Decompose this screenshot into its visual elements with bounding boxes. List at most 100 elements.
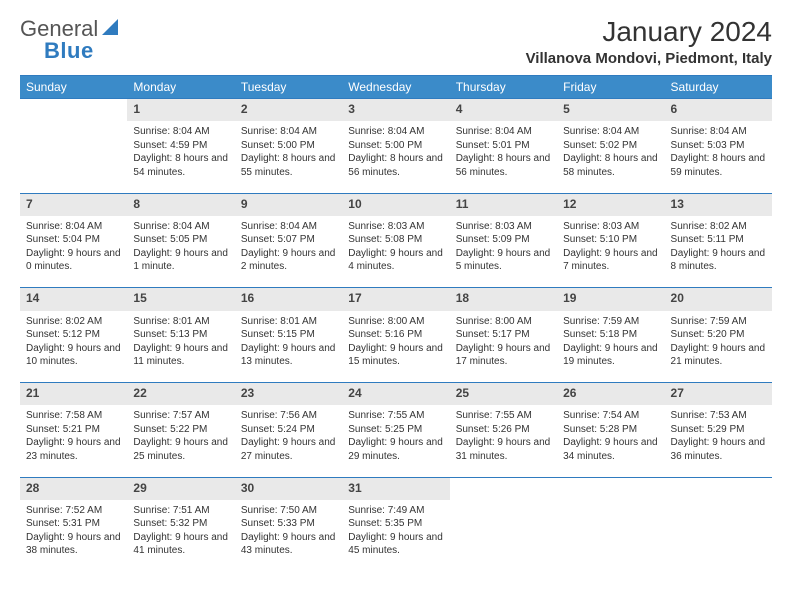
day-content-cell: Sunrise: 8:03 AMSunset: 5:09 PMDaylight:…	[450, 216, 557, 288]
day-number-cell: 6	[665, 99, 772, 122]
day-number-cell: 10	[342, 193, 449, 216]
day-number-cell: 9	[235, 193, 342, 216]
week-daynum-row: 21222324252627	[20, 383, 772, 406]
sunrise-line: Sunrise: 7:59 AM	[671, 315, 766, 329]
day-content-cell: Sunrise: 8:03 AMSunset: 5:10 PMDaylight:…	[557, 216, 664, 288]
logo-text-blue: Blue	[44, 38, 94, 64]
day-number: 31	[348, 480, 443, 496]
sunset-line: Sunset: 5:00 PM	[348, 139, 443, 153]
day-content-cell: Sunrise: 7:51 AMSunset: 5:32 PMDaylight:…	[127, 500, 234, 572]
day-content-cell: Sunrise: 7:59 AMSunset: 5:18 PMDaylight:…	[557, 311, 664, 383]
sunrise-line: Sunrise: 7:56 AM	[241, 409, 336, 423]
day-number: 30	[241, 480, 336, 496]
day-number: 20	[671, 290, 766, 306]
sunrise-line: Sunrise: 8:04 AM	[563, 125, 658, 139]
sunset-line: Sunset: 5:21 PM	[26, 423, 121, 437]
day-number: 29	[133, 480, 228, 496]
location: Villanova Mondovi, Piedmont, Italy	[526, 50, 772, 67]
day-header: Tuesday	[235, 76, 342, 99]
day-number-cell: 29	[127, 477, 234, 500]
sunrise-line: Sunrise: 8:04 AM	[133, 220, 228, 234]
sunset-line: Sunset: 5:02 PM	[563, 139, 658, 153]
day-number: 17	[348, 290, 443, 306]
day-number-cell: 26	[557, 383, 664, 406]
daylight-line: Daylight: 9 hours and 8 minutes.	[671, 247, 766, 274]
day-number-cell: 28	[20, 477, 127, 500]
daylight-line: Daylight: 9 hours and 17 minutes.	[456, 342, 551, 369]
sunrise-line: Sunrise: 8:04 AM	[26, 220, 121, 234]
sunrise-line: Sunrise: 8:04 AM	[348, 125, 443, 139]
day-number-cell: 27	[665, 383, 772, 406]
daylight-line: Daylight: 9 hours and 25 minutes.	[133, 436, 228, 463]
day-number: 7	[26, 196, 121, 212]
month-title: January 2024	[526, 16, 772, 48]
daylight-line: Daylight: 9 hours and 43 minutes.	[241, 531, 336, 558]
daylight-line: Daylight: 9 hours and 4 minutes.	[348, 247, 443, 274]
daylight-line: Daylight: 9 hours and 11 minutes.	[133, 342, 228, 369]
day-header: Thursday	[450, 76, 557, 99]
day-number: 8	[133, 196, 228, 212]
day-number-cell: 15	[127, 288, 234, 311]
sunset-line: Sunset: 4:59 PM	[133, 139, 228, 153]
daylight-line: Daylight: 9 hours and 38 minutes.	[26, 531, 121, 558]
sunset-line: Sunset: 5:17 PM	[456, 328, 551, 342]
sunrise-line: Sunrise: 7:51 AM	[133, 504, 228, 518]
day-number-cell: 25	[450, 383, 557, 406]
logo: General Blue	[20, 16, 120, 64]
day-content-cell: Sunrise: 7:57 AMSunset: 5:22 PMDaylight:…	[127, 405, 234, 477]
daylight-line: Daylight: 8 hours and 56 minutes.	[348, 152, 443, 179]
sunrise-line: Sunrise: 7:55 AM	[348, 409, 443, 423]
sunrise-line: Sunrise: 8:04 AM	[241, 220, 336, 234]
sunset-line: Sunset: 5:09 PM	[456, 233, 551, 247]
day-content-cell: Sunrise: 8:04 AMSunset: 5:02 PMDaylight:…	[557, 121, 664, 193]
day-number-cell: 17	[342, 288, 449, 311]
day-number-cell: 13	[665, 193, 772, 216]
day-number-cell: 2	[235, 99, 342, 122]
week-content-row: Sunrise: 7:58 AMSunset: 5:21 PMDaylight:…	[20, 405, 772, 477]
day-number: 19	[563, 290, 658, 306]
sunrise-line: Sunrise: 8:00 AM	[456, 315, 551, 329]
day-number: 12	[563, 196, 658, 212]
day-number-cell: 12	[557, 193, 664, 216]
day-header: Monday	[127, 76, 234, 99]
day-content-cell: Sunrise: 7:56 AMSunset: 5:24 PMDaylight:…	[235, 405, 342, 477]
sunrise-line: Sunrise: 8:03 AM	[348, 220, 443, 234]
sunrise-line: Sunrise: 7:58 AM	[26, 409, 121, 423]
day-number-cell: 22	[127, 383, 234, 406]
sunset-line: Sunset: 5:31 PM	[26, 517, 121, 531]
daylight-line: Daylight: 9 hours and 23 minutes.	[26, 436, 121, 463]
daylight-line: Daylight: 9 hours and 29 minutes.	[348, 436, 443, 463]
sunset-line: Sunset: 5:08 PM	[348, 233, 443, 247]
daylight-line: Daylight: 9 hours and 2 minutes.	[241, 247, 336, 274]
day-number-cell: 20	[665, 288, 772, 311]
sunset-line: Sunset: 5:25 PM	[348, 423, 443, 437]
day-number: 13	[671, 196, 766, 212]
day-content-cell	[450, 500, 557, 572]
day-number-cell: 8	[127, 193, 234, 216]
day-number-cell: 18	[450, 288, 557, 311]
day-number: 21	[26, 385, 121, 401]
sunset-line: Sunset: 5:15 PM	[241, 328, 336, 342]
day-content-cell: Sunrise: 8:04 AMSunset: 5:01 PMDaylight:…	[450, 121, 557, 193]
daylight-line: Daylight: 9 hours and 31 minutes.	[456, 436, 551, 463]
sunrise-line: Sunrise: 8:04 AM	[133, 125, 228, 139]
sunrise-line: Sunrise: 8:04 AM	[671, 125, 766, 139]
day-content-cell: Sunrise: 8:00 AMSunset: 5:16 PMDaylight:…	[342, 311, 449, 383]
sunset-line: Sunset: 5:35 PM	[348, 517, 443, 531]
daylight-line: Daylight: 9 hours and 15 minutes.	[348, 342, 443, 369]
day-content-cell: Sunrise: 8:04 AMSunset: 5:05 PMDaylight:…	[127, 216, 234, 288]
day-number-cell: 14	[20, 288, 127, 311]
sunrise-line: Sunrise: 7:55 AM	[456, 409, 551, 423]
sunrise-line: Sunrise: 8:01 AM	[133, 315, 228, 329]
sunrise-line: Sunrise: 7:57 AM	[133, 409, 228, 423]
day-number-cell: 5	[557, 99, 664, 122]
day-header: Saturday	[665, 76, 772, 99]
day-content-cell: Sunrise: 8:04 AMSunset: 4:59 PMDaylight:…	[127, 121, 234, 193]
day-number-cell: 11	[450, 193, 557, 216]
day-content-cell: Sunrise: 7:54 AMSunset: 5:28 PMDaylight:…	[557, 405, 664, 477]
day-number: 5	[563, 101, 658, 117]
sunrise-line: Sunrise: 8:01 AM	[241, 315, 336, 329]
day-content-cell: Sunrise: 8:02 AMSunset: 5:11 PMDaylight:…	[665, 216, 772, 288]
sunset-line: Sunset: 5:03 PM	[671, 139, 766, 153]
sunset-line: Sunset: 5:24 PM	[241, 423, 336, 437]
